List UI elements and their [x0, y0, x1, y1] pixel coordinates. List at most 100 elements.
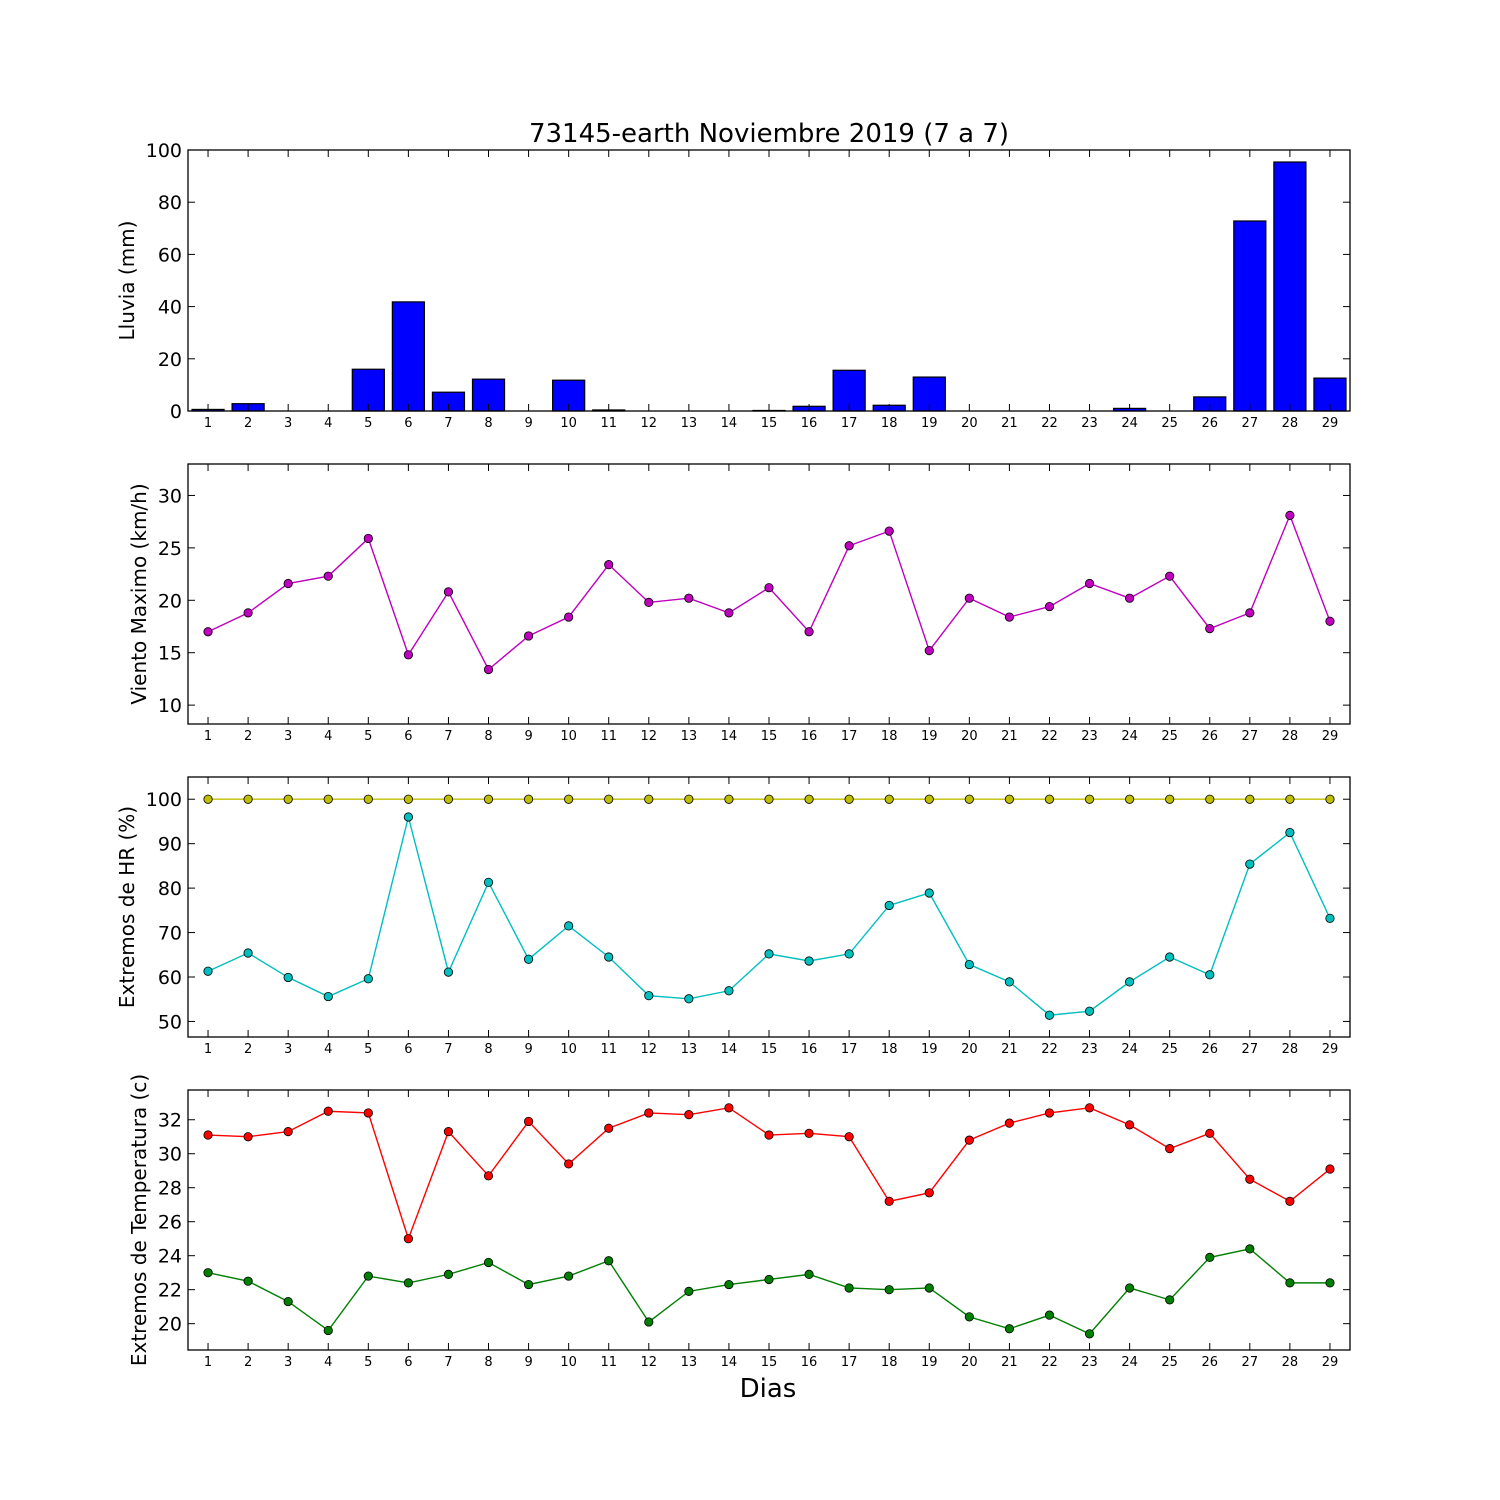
y-tick-label: 24 [158, 1246, 182, 1268]
x-tick-label: 18 [881, 1042, 898, 1057]
x-tick-label: 24 [1121, 729, 1138, 744]
x-tick-label: 8 [484, 1042, 492, 1057]
series-2-point-day-22 [1044, 1310, 1055, 1320]
series-1-point-day-14 [724, 1103, 734, 1113]
series-1-point-day-22 [1044, 1108, 1055, 1118]
y-tick-label: 50 [158, 1011, 182, 1033]
x-tick-label: 27 [1242, 416, 1259, 431]
x-tick-label: 2 [244, 1355, 252, 1370]
series-1-point-day-3 [283, 578, 293, 589]
x-tick-label: 2 [244, 729, 252, 744]
series-1-point-day-17 [844, 794, 854, 804]
series-1-point-day-25 [1165, 794, 1175, 804]
series-2-point-day-16 [804, 1269, 814, 1279]
series-2-point-day-19 [924, 1283, 934, 1293]
series-2-point-day-9 [523, 1279, 534, 1290]
series-2-point-day-4 [323, 1325, 333, 1336]
series-2-point-day-6 [403, 812, 413, 822]
series-1-point-day-22 [1044, 601, 1055, 612]
y-tick-label: 80 [158, 192, 182, 214]
x-tick-label: 14 [721, 1355, 738, 1370]
x-tick-label: 10 [560, 1042, 577, 1057]
series-1-point-day-2 [243, 608, 253, 618]
y-tick-label: 80 [158, 878, 182, 900]
y-tick-label: 0 [170, 401, 182, 423]
y-tick-label: 90 [158, 834, 182, 856]
series-1-point-day-27 [1245, 608, 1255, 618]
x-tick-label: 8 [484, 729, 492, 744]
series-2-point-day-10 [564, 1271, 574, 1281]
x-tick-label: 27 [1242, 729, 1259, 744]
series-1-point-day-2 [243, 1132, 253, 1142]
series-2-point-day-2 [243, 1276, 253, 1286]
x-tick-label: 24 [1121, 416, 1138, 431]
y-axis-label: Lluvia (mm) [115, 221, 139, 341]
series-1-point-day-18 [884, 526, 894, 536]
x-tick-label: 29 [1322, 1355, 1339, 1370]
series-1-point-day-8 [483, 1171, 494, 1181]
series-1-point-day-14 [724, 608, 734, 618]
x-tick-label: 14 [721, 416, 738, 431]
x-tick-label: 23 [1081, 729, 1098, 744]
series-1-point-day-9 [523, 1116, 534, 1127]
x-tick-label: 24 [1121, 1355, 1138, 1370]
series-2-point-day-5 [363, 974, 373, 984]
y-tick-label: 60 [158, 244, 182, 266]
series-2-point-day-17 [844, 1283, 854, 1293]
series-1-point-day-19 [924, 794, 934, 804]
y-tick-label: 30 [158, 485, 182, 507]
series-2-point-day-10 [564, 921, 574, 931]
x-tick-label: 4 [324, 416, 332, 431]
x-tick-label: 15 [761, 1355, 778, 1370]
series-1-point-day-5 [363, 794, 373, 804]
series-1-point-day-29 [1325, 794, 1335, 804]
y-tick-label: 20 [158, 1314, 182, 1336]
x-tick-label: 5 [364, 1355, 372, 1370]
x-tick-label: 9 [524, 729, 532, 744]
x-tick-label: 4 [324, 729, 332, 744]
series-1-point-day-15 [764, 794, 774, 804]
series-2-point-day-29 [1325, 1278, 1335, 1288]
series-1-point-day-26 [1205, 1128, 1215, 1138]
series-2-point-day-5 [363, 1271, 373, 1281]
series-1-point-day-21 [1004, 1118, 1015, 1128]
series-2-point-day-24 [1125, 1283, 1135, 1293]
series-2-point-day-29 [1325, 913, 1335, 923]
series-2-point-day-28 [1285, 1278, 1295, 1288]
x-tick-label: 19 [921, 729, 938, 744]
x-tick-label: 29 [1322, 1042, 1339, 1057]
x-tick-label: 18 [881, 1355, 898, 1370]
series-2-point-day-14 [724, 1279, 734, 1290]
series-1-point-day-23 [1084, 794, 1095, 804]
series-1-point-day-10 [564, 1159, 574, 1169]
series-1-point-day-11 [604, 560, 614, 570]
series-1-point-day-23 [1084, 1103, 1095, 1113]
series-1-point-day-12 [644, 794, 654, 804]
series-2-point-day-8 [483, 877, 494, 887]
x-tick-label: 13 [681, 416, 698, 431]
series-1-point-day-10 [564, 794, 574, 804]
x-tick-label: 12 [641, 1355, 658, 1370]
bar-day-28 [1273, 161, 1307, 412]
series-1-point-day-15 [764, 583, 774, 593]
series-2-point-day-13 [684, 994, 694, 1004]
series-1-point-day-7 [443, 1127, 454, 1137]
x-tick-label: 27 [1242, 1042, 1259, 1057]
x-tick-label: 22 [1041, 416, 1058, 431]
x-tick-label: 1 [204, 1042, 212, 1057]
series-1-point-day-19 [924, 1188, 934, 1198]
x-tick-label: 28 [1282, 1355, 1299, 1370]
series-2-point-day-15 [764, 1274, 774, 1285]
x-tick-label: 22 [1041, 729, 1058, 744]
series-2-point-day-3 [283, 1296, 293, 1307]
y-axis-label: Viento Maximo (km/h) [127, 483, 151, 704]
x-tick-label: 8 [484, 1355, 492, 1370]
x-tick-label: 19 [921, 416, 938, 431]
x-tick-label: 3 [284, 1355, 292, 1370]
x-tick-label: 17 [841, 1355, 858, 1370]
series-1-point-day-6 [403, 1234, 413, 1244]
series-2-point-day-26 [1205, 1252, 1215, 1262]
series-1-point-day-3 [283, 1127, 293, 1137]
series-1-point-day-13 [684, 794, 694, 804]
series-1-point-day-13 [684, 593, 694, 603]
